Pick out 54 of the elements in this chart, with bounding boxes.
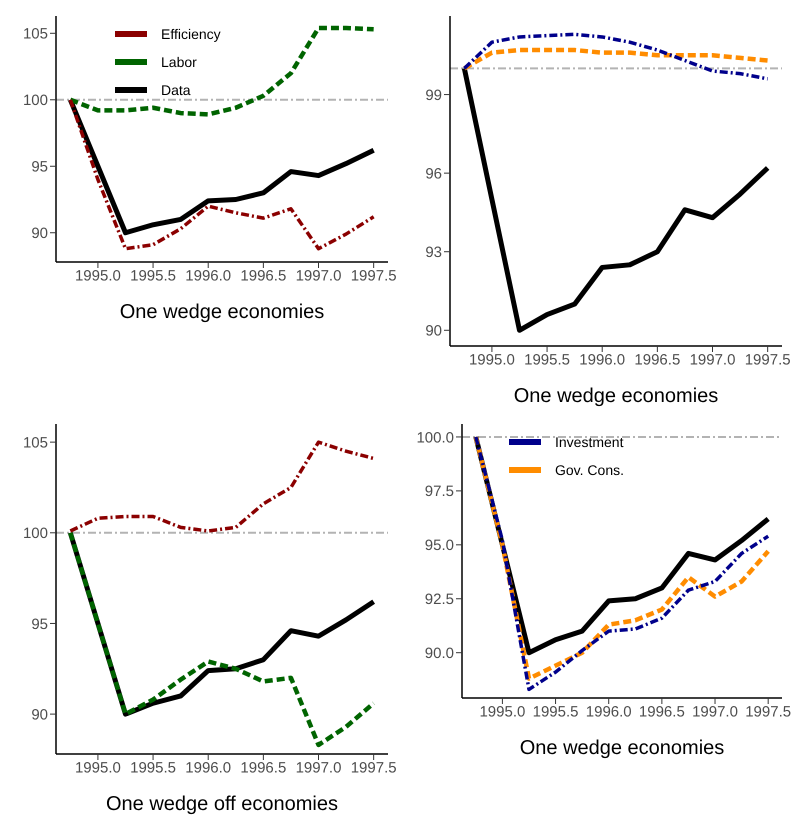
x-tick-label: 1996.0	[185, 760, 232, 777]
x-tick-label: 1996.5	[240, 760, 286, 777]
x-tick-label: 1995.0	[74, 268, 121, 285]
legend-label: Data	[161, 82, 191, 98]
y-tick-label: 95	[31, 158, 48, 176]
legend-label: Gov. Cons.	[555, 462, 624, 478]
y-tick-label: 97.5	[424, 483, 454, 500]
x-tick-label: 1995.0	[468, 352, 515, 369]
x-tick-label: 1995.0	[479, 704, 526, 721]
x-tick-label: 1997.0	[690, 352, 736, 369]
x-tick-label: 1997.5	[744, 352, 791, 369]
x-tick-label: 1996.0	[579, 352, 626, 369]
legend-label: Labor	[161, 54, 197, 70]
x-tick-label: 1996.5	[634, 352, 680, 369]
x-tick-label: 1997.5	[745, 704, 792, 721]
x-axis-title: One wedge off economies	[106, 793, 338, 815]
y-tick-label: 90	[425, 322, 442, 340]
x-tick-label: 1996.5	[240, 268, 286, 285]
y-tick-label: 105	[22, 26, 48, 43]
line-series	[68, 440, 376, 533]
x-tick-label: 1996.0	[185, 268, 232, 285]
x-axis-title: One wedge economies	[520, 737, 724, 759]
y-tick-label: 90.0	[424, 645, 454, 662]
legend-label: Investment	[555, 434, 624, 450]
x-tick-label: 1996.0	[586, 704, 632, 721]
x-tick-label: 1997.0	[296, 268, 342, 285]
x-axis-title: One wedge economies	[120, 301, 324, 323]
legend-label: Efficiency	[161, 26, 221, 42]
x-tick-label: 1995.0	[74, 760, 121, 777]
y-tick-label: 100.0	[416, 429, 454, 446]
x-tick-label: 1995.5	[130, 268, 176, 285]
y-tick-label: 100	[22, 525, 48, 542]
y-tick-label: 96	[425, 165, 442, 182]
y-tick-label: 99	[425, 86, 442, 104]
x-axis-title: One wedge economies	[514, 385, 718, 407]
x-tick-label: 1997.0	[692, 704, 738, 721]
x-tick-label: 1997.5	[350, 760, 397, 777]
x-tick-label: 1996.5	[638, 704, 685, 721]
line-series	[68, 26, 376, 117]
x-tick-label: 1995.5	[532, 704, 578, 721]
y-tick-label: 90	[31, 225, 48, 242]
x-tick-label: 1995.5	[130, 760, 176, 777]
y-tick-label: 105	[22, 434, 48, 452]
x-tick-label: 1997.5	[350, 268, 397, 285]
x-tick-label: 1995.5	[524, 352, 570, 369]
line-series	[462, 48, 770, 71]
x-tick-label: 1997.0	[296, 760, 342, 777]
y-tick-label: 93	[425, 244, 442, 262]
y-tick-label: 90	[31, 706, 48, 724]
y-tick-label: 95	[31, 616, 48, 633]
y-tick-label: 92.5	[424, 591, 454, 608]
y-tick-label: 100	[22, 92, 48, 110]
y-tick-label: 95.0	[424, 537, 454, 554]
line-series	[462, 32, 770, 81]
